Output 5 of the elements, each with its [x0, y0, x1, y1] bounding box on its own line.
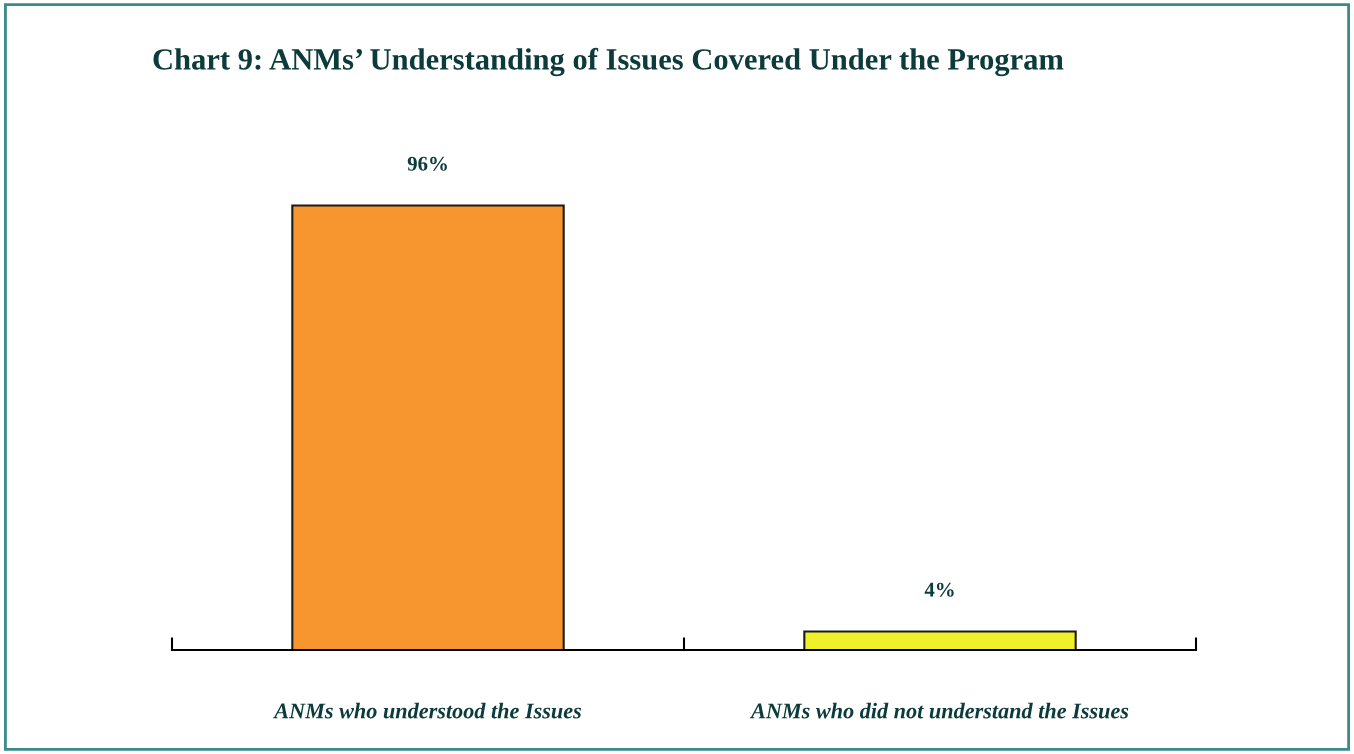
x-tick-label: ANMs who understood the Issues: [273, 702, 582, 719]
data-label: 4%: [924, 582, 954, 597]
data-label: 96%: [407, 156, 447, 171]
x-tick-label: ANMs who did not understand the Issues: [749, 702, 1129, 719]
chart-title: Chart 9: ANMs’ Understanding of Issues Covered Under the Program: [153, 47, 1064, 77]
